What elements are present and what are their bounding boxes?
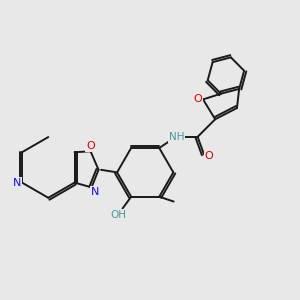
- Text: OH: OH: [110, 210, 126, 220]
- Text: N: N: [13, 178, 21, 188]
- Text: N: N: [91, 187, 99, 197]
- Text: O: O: [86, 142, 95, 152]
- Text: O: O: [204, 151, 213, 161]
- Text: O: O: [193, 94, 202, 104]
- Text: NH: NH: [169, 132, 184, 142]
